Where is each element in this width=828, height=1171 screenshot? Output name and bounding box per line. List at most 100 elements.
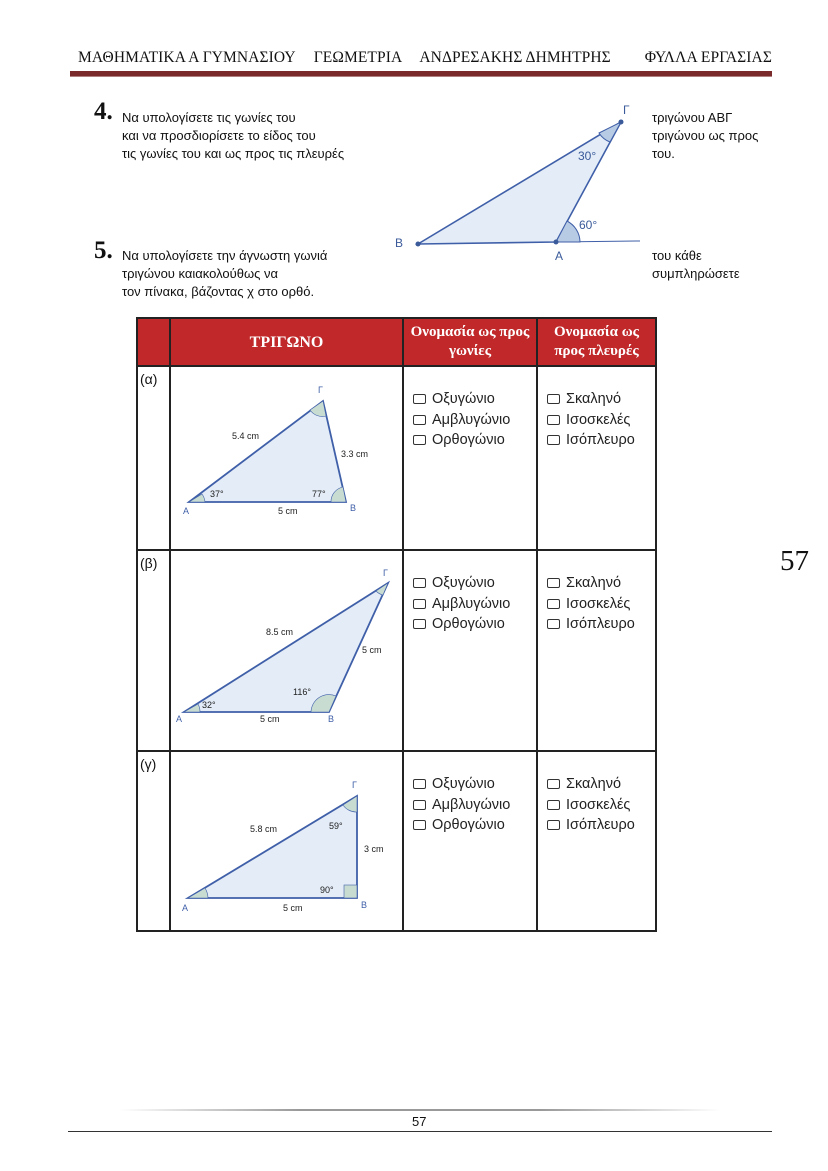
checkbox-icon[interactable]: [547, 779, 560, 790]
vertex-label: Β: [328, 714, 334, 724]
option-label: Σκαληνό: [566, 391, 622, 407]
checkbox-icon[interactable]: [547, 435, 560, 446]
option-label: Οξυγώνιο: [432, 776, 495, 792]
checkbox-icon[interactable]: [413, 578, 426, 589]
side-label: 5.8 cm: [250, 824, 277, 834]
row-label: (γ): [140, 756, 157, 772]
option-label: Ισοσκελές: [566, 595, 631, 612]
footer-divider: [120, 1109, 720, 1111]
page-header: ΜΑΘΗΜΑΤΙΚΑ Α ΓΥΜΝΑΣΙΟΥ ΓΕΩΜΕΤΡΙΑ ΑΝΔΡΕΣΑ…: [78, 49, 772, 67]
text-line: και να προσδιορίσετε το είδος του: [122, 128, 316, 143]
checkbox-equilateral[interactable]: Ισόπλευρο: [547, 614, 655, 635]
angle-arc: [330, 486, 347, 503]
checkbox-right[interactable]: Ορθογώνιο: [413, 614, 536, 635]
text-line: συμπληρώσετε: [652, 266, 740, 281]
angle-label: 90°: [320, 885, 334, 895]
exercise-4-text-right: τριγώνου ΑΒΓ τριγώνου ως προς του.: [652, 109, 758, 163]
angle-label: 60°: [579, 218, 597, 232]
checkbox-scalene[interactable]: Σκαληνό: [547, 774, 655, 795]
vertex-label: Γ: [318, 385, 323, 395]
checkbox-icon[interactable]: [547, 820, 560, 831]
side-label: 5 cm: [278, 506, 298, 516]
checkbox-acute[interactable]: Οξυγώνιο: [413, 573, 536, 594]
text-line: τριγώνου ΑΒΓ: [652, 110, 733, 125]
checkbox-isosceles[interactable]: Ισοσκελές: [547, 795, 655, 816]
vertex-point: [553, 239, 559, 245]
vertex-label: Β: [395, 236, 403, 250]
checkbox-isosceles[interactable]: Ισοσκελές: [547, 594, 655, 615]
vertex-point: [415, 241, 421, 247]
option-label: Ορθογώνιο: [432, 817, 505, 833]
text-line: τον πίνακα, βάζοντας χ στο ορθό.: [122, 284, 315, 299]
checkbox-icon[interactable]: [547, 799, 560, 810]
side-label: 3 cm: [364, 844, 384, 854]
option-label: Σκαληνό: [566, 575, 622, 591]
angle-arc: [186, 887, 209, 899]
vertex-point: [618, 119, 624, 125]
footer-rule: [68, 1131, 772, 1132]
checkbox-icon[interactable]: [547, 578, 560, 589]
angle-label: 77°: [312, 489, 326, 499]
checkbox-obtuse[interactable]: Αμβλυγώνιο: [413, 410, 536, 431]
table-row: (α) Οξυγώνιο Αμβλυγώνιο Ορθογώνιο Σκαλην…: [136, 365, 657, 551]
triangle-shape: [186, 399, 348, 503]
vertex-label: Α: [182, 903, 188, 913]
checkbox-icon[interactable]: [413, 394, 426, 405]
checkbox-icon[interactable]: [547, 619, 560, 630]
checkbox-icon[interactable]: [413, 414, 426, 425]
header-topic: ΓΕΩΜΕΤΡΙΑ: [313, 49, 403, 66]
text-line: τριγώνου ως προς: [652, 128, 759, 143]
checkbox-obtuse[interactable]: Αμβλυγώνιο: [413, 594, 536, 615]
option-label: Οξυγώνιο: [432, 575, 495, 591]
checkbox-scalene[interactable]: Σκαληνό: [547, 389, 655, 410]
row-label: (β): [140, 555, 158, 571]
option-label: Ορθογώνιο: [432, 616, 505, 632]
checkbox-obtuse[interactable]: Αμβλυγώνιο: [413, 795, 536, 816]
vertex-label: Γ: [623, 103, 630, 117]
vertex-label: Β: [350, 503, 356, 513]
checkbox-right[interactable]: Ορθογώνιο: [413, 815, 536, 836]
triangle-beta: 8.5 cm 5 cm 5 cm 32° 116° Α Β Γ: [176, 568, 391, 724]
angle-arc: [310, 694, 337, 713]
checkbox-icon[interactable]: [547, 414, 560, 425]
text-line: Να υπολογίσετε την άγνωστη γωνιά: [122, 248, 328, 263]
angle-arc: [187, 493, 206, 503]
header-title: ΦΥΛΛΑ ΕΡΓΑΣΙΑΣ: [644, 49, 772, 66]
checkbox-acute[interactable]: Οξυγώνιο: [413, 389, 536, 410]
checkbox-right[interactable]: Ορθογώνιο: [413, 430, 536, 451]
angle-label: 30°: [578, 149, 596, 163]
checkbox-isosceles[interactable]: Ισοσκελές: [547, 410, 655, 431]
checkbox-icon[interactable]: [413, 820, 426, 831]
checkbox-equilateral[interactable]: Ισόπλευρο: [547, 430, 655, 451]
side-label: 5 cm: [283, 903, 303, 913]
checkbox-icon[interactable]: [413, 779, 426, 790]
exercise-4-triangle: Β Α Γ 30° 60°: [395, 103, 641, 263]
angle-arc: [182, 703, 201, 713]
option-label: Αμβλυγώνιο: [432, 595, 511, 612]
checkbox-scalene[interactable]: Σκαληνό: [547, 573, 655, 594]
exercise-4-number: 4.: [94, 98, 113, 125]
header-cell-sides: Ονομασία ως προς πλευρές: [536, 317, 657, 367]
header-author: ΑΝΔΡΕΣΑΚΗΣ ΔΗΜΗΤΡΗΣ: [419, 49, 611, 66]
checkbox-icon[interactable]: [413, 799, 426, 810]
checkbox-icon[interactable]: [413, 435, 426, 446]
page-number-side: 57: [780, 545, 809, 577]
angle-arc: [342, 795, 358, 813]
checkbox-icon[interactable]: [547, 598, 560, 609]
text-line: τριγώνου καιακολούθως να: [122, 266, 279, 281]
angle-label: 59°: [329, 821, 343, 831]
option-label: Ορθογώνιο: [432, 432, 505, 448]
exercise-5-text-left: Να υπολογίσετε την άγνωστη γωνιά τριγώνο…: [122, 247, 327, 301]
side-label: 5 cm: [362, 645, 382, 655]
vertex-label: Β: [361, 900, 367, 910]
checkbox-icon[interactable]: [547, 394, 560, 405]
checkbox-acute[interactable]: Οξυγώνιο: [413, 774, 536, 795]
option-label: Σκαληνό: [566, 776, 622, 792]
vertex-label: Γ: [352, 780, 357, 790]
checkbox-equilateral[interactable]: Ισόπλευρο: [547, 815, 655, 836]
checkbox-icon[interactable]: [413, 619, 426, 630]
triangle-shape: [415, 119, 624, 245]
checkbox-icon[interactable]: [413, 598, 426, 609]
